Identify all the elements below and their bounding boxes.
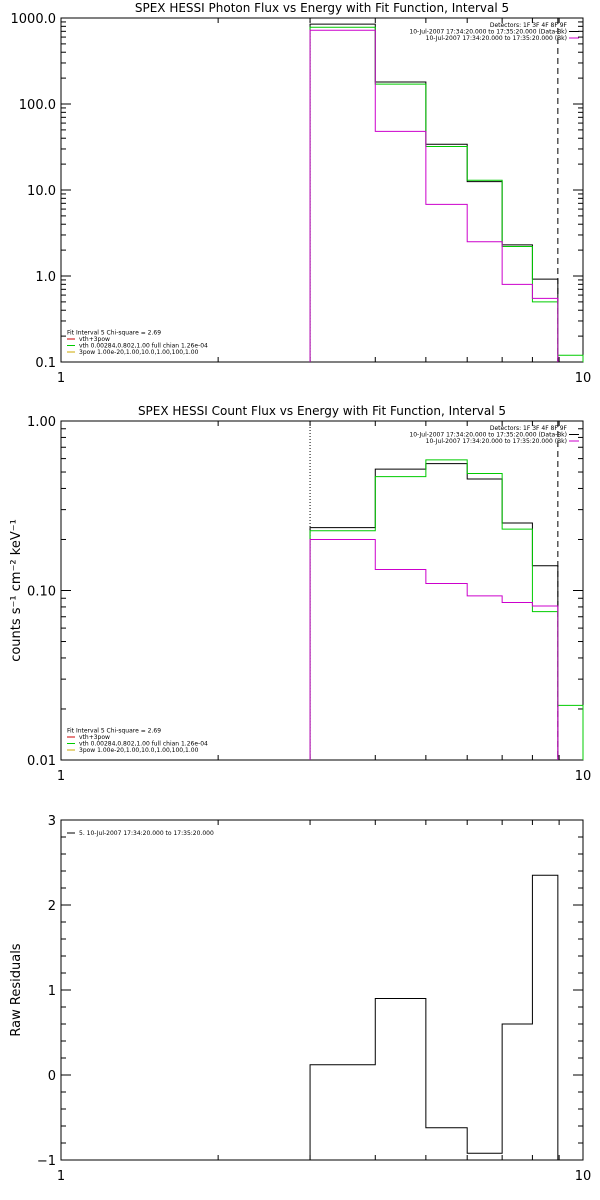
y-axis-title: counts s⁻¹ cm⁻² keV⁻¹ [9,519,24,662]
y-tick-label: 0.10 [27,585,56,600]
legend-text: 10-Jul-2007 17:34:20.000 to 17:35:20.000… [426,438,567,445]
legend-text: vth 0.00284,0.802,1.00 full chian 1.26e-… [79,741,208,748]
y-axis-title: Raw Residuals [9,943,24,1036]
series-line-2 [309,459,584,760]
legend-text: vth+3pow [79,734,110,741]
x-tick-label: 10 [575,1169,592,1184]
legend-text: 3pow 1.00e-20,1.00,10.0,1.00,100,1.00 [79,747,199,754]
plot-frame [60,17,584,363]
x-tick-label: 1 [57,371,65,386]
chart-panel-1: SPEX HESSI Photon Flux vs Energy with Fi… [11,1,592,386]
legend-text: 10-Jul-2007 17:34:20.000 to 17:35:20.000… [409,432,567,439]
y-tick-label: 0 [48,1069,56,1084]
legend-text: 3pow 1.00e-20,1.00,10.0,1.00,100,1.00 [79,349,199,356]
y-tick-label: 1 [48,984,56,999]
chart-title: SPEX HESSI Photon Flux vs Energy with Fi… [135,1,509,15]
chart-panel-3: Raw Residuals 1 10 −1 0 1 2 3 5. 10-Jul-2007 17:… [9,814,591,1184]
y-tick-label: 3 [48,814,56,829]
chart-panel-2: SPEX HESSI Count Flux vs Energy with Fit… [9,404,591,784]
plot-frame [60,819,584,1161]
legend-text: Detectors: 1F 3F 4F 8F 9F [490,22,568,29]
series-line-2 [309,26,584,362]
series-line-3 [309,538,559,760]
plot-frame [60,420,584,761]
x-tick-label: 10 [575,371,592,386]
y-tick-label: 1.00 [27,415,56,430]
y-tick-label: 10.0 [27,184,56,199]
x-tick-label: 1 [57,1169,65,1184]
y-tick-label: 0.1 [35,356,56,371]
legend-text: vth+3pow [79,336,110,343]
series-line-1 [309,463,559,760]
legend-text: Fit Interval 5 Chi-square = 2.69 [67,728,161,735]
legend-text: 5. 10-Jul-2007 17:34:20.000 to 17:35:20.… [79,830,214,837]
series-line-3 [309,29,559,362]
series-line-1 [309,874,559,1160]
y-tick-label: 2 [48,899,56,914]
legend-text: Detectors: 1F 3F 4F 8F 9F [490,425,568,432]
y-tick-label: 0.01 [27,754,56,769]
y-tick-label: −1 [37,1154,56,1169]
legend-text: Fit Interval 5 Chi-square = 2.69 [67,330,161,337]
legend-text: 10-Jul-2007 17:34:20.000 to 17:35:20.000… [426,35,567,42]
legend-text: vth 0.00284,0.802,1.00 full chian 1.26e-… [79,343,208,350]
x-tick-label: 10 [575,769,592,784]
y-tick-label: 1.0 [35,270,56,285]
y-tick-label: 1000.0 [11,12,57,27]
series-line-1 [309,23,559,362]
legend-text: 10-Jul-2007 17:34:20.000 to 17:35:20.000… [409,29,567,36]
x-tick-label: 1 [57,769,65,784]
chart-title: SPEX HESSI Count Flux vs Energy with Fit… [138,404,506,418]
y-tick-label: 100.0 [19,98,56,113]
